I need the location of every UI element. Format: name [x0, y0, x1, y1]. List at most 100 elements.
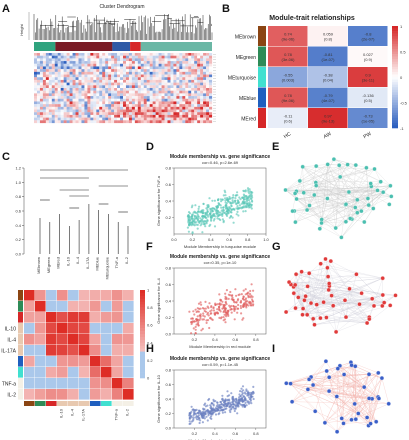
scatter-x-label: Module Membership in turquoise module	[184, 244, 257, 249]
network-edge	[333, 298, 373, 306]
heatmap-cell	[81, 96, 85, 99]
heatmap-cell	[84, 77, 88, 81]
scale-step	[392, 94, 398, 98]
adjacency-row-swatch	[18, 323, 23, 334]
network-edge	[313, 300, 346, 319]
scatter-point	[235, 213, 238, 216]
heatmap-cell	[93, 66, 97, 70]
heatmap-cell	[36, 77, 41, 81]
heatmap-cell	[134, 96, 138, 99]
scale-step	[392, 26, 398, 29]
heatmap-cell	[164, 66, 168, 70]
heatmap-cell	[194, 85, 198, 89]
heatmap-cell	[114, 90, 118, 94]
heatmap-cell	[81, 104, 85, 107]
heatmap-cell	[99, 114, 103, 118]
heatmap-cell	[209, 74, 213, 78]
scatter-point	[196, 319, 199, 322]
scatter-point	[243, 196, 246, 199]
heatmap-cell	[102, 101, 106, 105]
heatmap-cell	[140, 106, 144, 110]
heatmap-cell	[176, 112, 180, 116]
adjacency-cell	[24, 367, 35, 378]
heatmap-cell	[34, 55, 38, 59]
scatter-point	[231, 395, 235, 398]
heatmap-cell	[188, 114, 192, 118]
heatmap-cell	[209, 109, 213, 113]
heatmap-cell	[146, 63, 150, 67]
scatter-x-tick-label: 0.0	[171, 237, 177, 242]
network-edge	[296, 185, 391, 192]
heatmap-cell	[108, 61, 112, 64]
scatter-point	[221, 214, 224, 217]
heatmap-cell	[191, 61, 195, 64]
heatmap-cell	[188, 104, 192, 107]
heatmap-cell	[63, 53, 67, 56]
scatter-point	[210, 305, 213, 308]
heatmap-cell	[197, 114, 201, 118]
heatmap-cell	[54, 79, 58, 83]
heatmap-cell	[99, 96, 103, 99]
heatmap-cell	[155, 66, 159, 70]
heatmap-cell	[131, 120, 135, 124]
heatmap-cell	[120, 55, 124, 59]
heatmap-cell	[167, 90, 171, 94]
scatter-point	[232, 194, 235, 197]
heatmap-cell	[128, 55, 132, 59]
heatmap-cell	[45, 58, 49, 62]
heatmap-cell	[45, 101, 49, 105]
heatmap-cell	[128, 98, 132, 102]
heatmap-cell	[185, 63, 189, 67]
heatmap-cell	[191, 117, 195, 121]
network-edge	[314, 317, 370, 325]
scatter-point	[208, 224, 211, 228]
trait-cell-r: 0.78	[284, 52, 293, 57]
heatmap-cell	[170, 93, 174, 97]
trait-cell-r: -0.55	[283, 72, 293, 77]
heatmap-cell	[93, 88, 97, 91]
network-node	[314, 183, 319, 188]
scatter-point	[232, 298, 235, 301]
scatter-y-tick-label: 0.8	[165, 266, 171, 271]
scatter-stats: cor=0.35, p=1e-10	[204, 260, 237, 265]
heatmap-cell	[39, 79, 43, 83]
heatmap-cell	[39, 112, 43, 116]
heatmap-cell	[114, 69, 118, 72]
adjacency-col-swatch	[123, 401, 134, 406]
heatmap-cell	[69, 88, 73, 91]
row-label-mebrown: MEbrown	[235, 34, 256, 40]
heatmap-cell	[149, 55, 153, 59]
heatmap-cell	[131, 85, 135, 89]
heatmap-cell	[191, 104, 195, 107]
heatmap-cell	[84, 66, 88, 70]
heatmap-cell	[152, 112, 156, 116]
scatter-point	[190, 410, 193, 413]
heatmap-cell	[105, 112, 109, 116]
heatmap-cell	[120, 61, 124, 64]
network-edge	[316, 164, 356, 186]
heatmap-cell	[75, 63, 79, 67]
heatmap-cell	[39, 61, 43, 64]
heatmap-cell	[209, 98, 213, 102]
network-edge	[343, 398, 370, 424]
heatmap-cell	[123, 61, 127, 64]
heatmap-cell	[197, 93, 201, 97]
heatmap-cell	[197, 104, 201, 107]
network-node	[318, 315, 323, 321]
heatmap-cell	[182, 71, 186, 75]
scatter-x-tick-label: 0.2	[192, 337, 198, 342]
heatmap-cell	[179, 101, 183, 105]
heatmap-cell	[200, 74, 204, 78]
heatmap-cell	[111, 112, 115, 116]
heatmap-cell	[120, 88, 124, 91]
heatmap-cell	[125, 69, 130, 72]
scatter-point	[221, 198, 224, 201]
heatmap-cell	[69, 58, 73, 62]
heatmap-cell	[167, 55, 171, 59]
network-node	[310, 382, 316, 388]
heatmap-cell	[179, 109, 183, 113]
heatmap-cell	[194, 104, 198, 107]
scatter-point	[210, 312, 213, 315]
scatter-point	[215, 211, 219, 214]
heatmap-cell	[78, 79, 82, 83]
